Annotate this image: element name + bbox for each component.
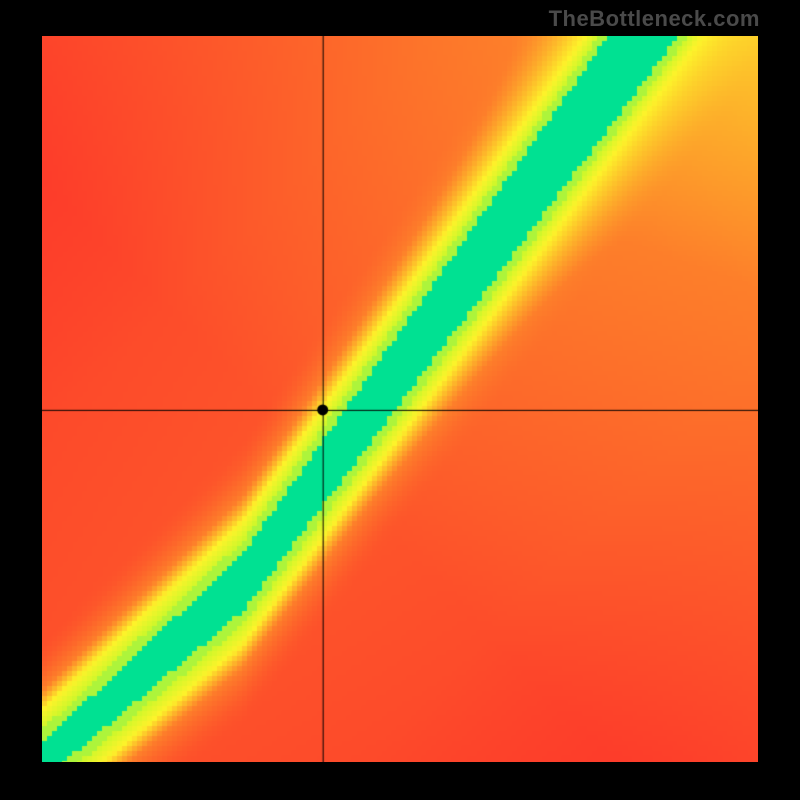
- bottleneck-heatmap: [42, 36, 758, 762]
- watermark-text: TheBottleneck.com: [549, 6, 760, 32]
- chart-container: TheBottleneck.com: [0, 0, 800, 800]
